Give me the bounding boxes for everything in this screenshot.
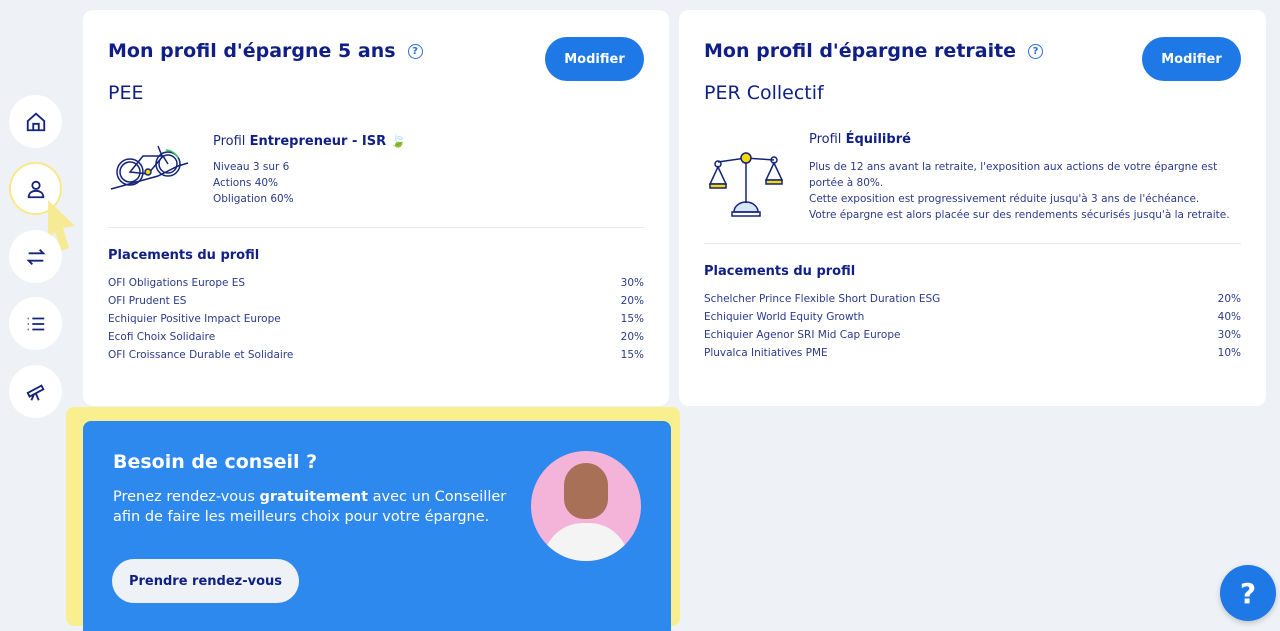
placements-title: Placements du profil (108, 248, 260, 263)
placement-row: OFI Obligations Europe ES 30% (108, 277, 644, 295)
placement-name: Echiquier Agenor SRI Mid Cap Europe (704, 329, 901, 341)
placement-pct: 10% (1217, 347, 1241, 359)
profile-suffix: - ISR (347, 134, 387, 149)
modify-button[interactable]: Modifier (1142, 37, 1241, 81)
profile-description: Votre épargne est alors placée sur des r… (809, 209, 1230, 221)
placement-pct: 15% (620, 313, 644, 325)
advice-text-bold: gratuitement (259, 489, 369, 505)
book-appointment-button[interactable]: Prendre rendez-vous (112, 559, 299, 603)
card-subtitle: PEE (108, 82, 144, 104)
nav-transfers[interactable] (9, 230, 62, 283)
bicycle-illustration (110, 145, 189, 190)
advice-title: Besoin de conseil ? (113, 451, 318, 473)
card-title: Mon profil d'épargne 5 ans (108, 40, 396, 62)
help-button[interactable]: ? (1220, 565, 1276, 621)
placement-name: Echiquier World Equity Growth (704, 311, 865, 323)
placement-pct: 20% (620, 331, 644, 343)
profile-bonds: Obligation 60% (213, 193, 294, 205)
profile-prefix: Profil (213, 134, 246, 149)
placement-name: Echiquier Positive Impact Europe (108, 313, 281, 325)
placements-title: Placements du profil (704, 264, 856, 279)
placement-row: Echiquier World Equity Growth 40% (704, 311, 1241, 329)
telescope-icon (26, 383, 45, 401)
advice-text: Prenez rendez-vous gratuitement avec un … (113, 487, 513, 527)
placement-name: Ecofi Choix Solidaire (108, 331, 216, 343)
nav-explore[interactable] (9, 365, 62, 418)
placement-pct: 20% (620, 295, 644, 307)
placement-pct: 40% (1217, 311, 1241, 323)
placement-row: OFI Croissance Durable et Solidaire 15% (108, 349, 644, 367)
profile-prefix: Profil (809, 132, 842, 147)
profile-name: Entrepreneur (249, 134, 348, 149)
nav-profile[interactable] (9, 162, 62, 215)
help-circle-icon[interactable]: ? (1028, 43, 1044, 59)
placement-pct: 30% (620, 277, 644, 289)
profile-level: Niveau 3 sur 6 (213, 161, 290, 173)
advice-card: Besoin de conseil ? Prenez rendez-vous g… (83, 421, 671, 631)
placement-row: Schelcher Prince Flexible Short Duration… (704, 293, 1241, 311)
advice-text-part: avec un Conseiller afin de faire les mei… (113, 489, 507, 525)
profile-description: Cette exposition est progressivement réd… (809, 193, 1200, 205)
placement-name: Schelcher Prince Flexible Short Duration… (704, 293, 941, 305)
scale-illustration (708, 152, 784, 217)
list-icon (27, 317, 44, 330)
help-circle-icon[interactable]: ? (407, 43, 423, 59)
advisor-avatar (531, 451, 641, 561)
modify-button[interactable]: Modifier (545, 37, 644, 81)
savings-profile-card-retirement: Mon profil d'épargne retraite? PER Colle… (679, 10, 1266, 406)
card-title: Mon profil d'épargne retraite (704, 40, 1017, 62)
placement-name: OFI Obligations Europe ES (108, 277, 246, 289)
cursor-pointer (48, 200, 75, 251)
placement-name: Pluvalca Initiatives PME (704, 347, 828, 359)
savings-profile-card-5y: Mon profil d'épargne 5 ans? PEE Modifier… (83, 10, 669, 406)
home-icon (26, 112, 45, 131)
placement-name: OFI Croissance Durable et Solidaire (108, 349, 294, 361)
user-icon (27, 180, 44, 198)
profile-name: Équilibré (845, 132, 911, 147)
placement-row: Pluvalca Initiatives PME 10% (704, 347, 1241, 365)
help-label: ? (1239, 576, 1257, 610)
profile-actions: Actions 40% (213, 177, 279, 189)
placement-pct: 30% (1217, 329, 1241, 341)
transfer-icon (25, 248, 46, 265)
card-subtitle: PER Collectif (704, 82, 824, 104)
nav-home[interactable] (9, 95, 62, 148)
leaf-icon: 🍃 (390, 134, 407, 149)
nav-list[interactable] (9, 297, 62, 350)
profile-description: Plus de 12 ans avant la retraite, l'expo… (809, 161, 1218, 189)
placement-pct: 15% (620, 349, 644, 361)
placement-name: OFI Prudent ES (108, 295, 187, 307)
placement-row: Echiquier Agenor SRI Mid Cap Europe 30% (704, 329, 1241, 347)
advice-highlight: Besoin de conseil ? Prenez rendez-vous g… (66, 407, 680, 631)
placement-row: Ecofi Choix Solidaire 20% (108, 331, 644, 349)
advice-text-part: Prenez rendez-vous (113, 489, 260, 505)
placement-row: Echiquier Positive Impact Europe 15% (108, 313, 644, 331)
placement-pct: 20% (1217, 293, 1241, 305)
placement-row: OFI Prudent ES 20% (108, 295, 644, 313)
